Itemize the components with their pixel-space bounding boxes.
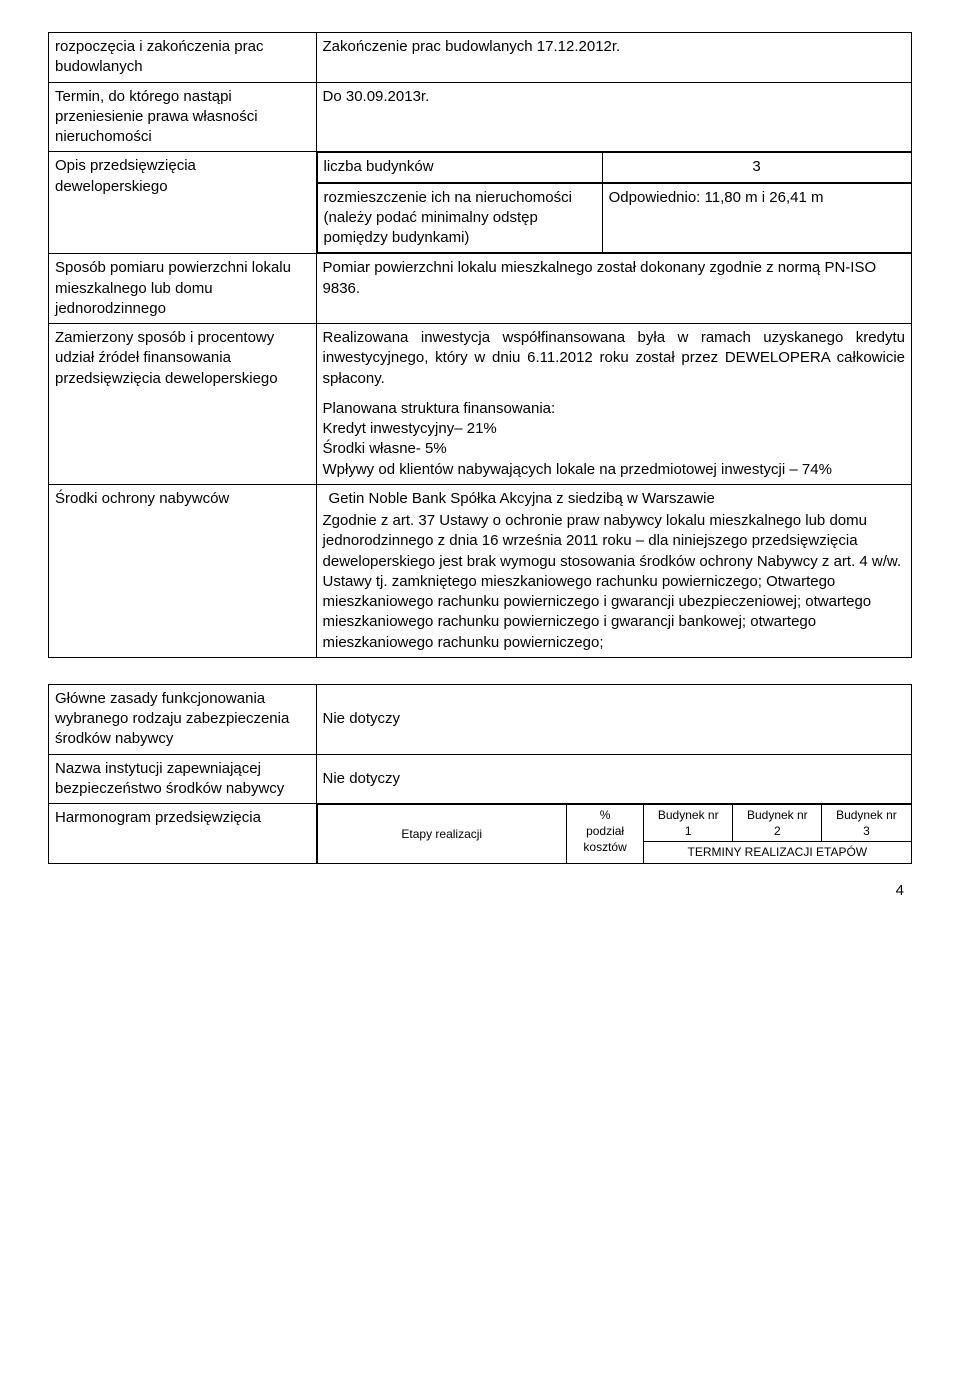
cell-value: Getin Noble Bank Spółka Akcyjna z siedzi…	[316, 484, 911, 657]
row-ownership-transfer-deadline: Termin, do którego nastąpi przeniesienie…	[49, 82, 912, 152]
cell-label: Główne zasady funkcjonowania wybranego r…	[49, 684, 317, 754]
text: Budynek nr	[658, 808, 719, 822]
cell-value: Nie dotyczy	[316, 754, 911, 804]
prospectus-table-upper: rozpoczęcia i zakończenia prac budowlany…	[48, 32, 912, 658]
cell-value: Realizowana inwestycja współfinansowana …	[316, 324, 911, 485]
financing-client-inflows: Wpływy od klientów nabywających lokale n…	[323, 460, 905, 480]
row-construction-end: rozpoczęcia i zakończenia prac budowlany…	[49, 33, 912, 83]
row-schedule: Harmonogram przedsięwzięcia Etapy realiz…	[49, 804, 912, 864]
inner-value-spacing: Odpowiednio: 11,80 m i 26,41 m	[602, 183, 911, 253]
row-buyer-protection: Środki ochrony nabywców Getin Noble Bank…	[49, 484, 912, 657]
etapy-header-cost-share: % podział kosztów	[566, 805, 643, 864]
cell-value: Pomiar powierzchni lokalu mieszkalnego z…	[316, 254, 911, 324]
row-financing-sources: Zamierzony sposób i procentowy udział źr…	[49, 324, 912, 485]
text: 3	[863, 824, 870, 838]
cell-value: Nie dotyczy	[316, 684, 911, 754]
etapy-header-stages: Etapy realizacji	[317, 805, 566, 864]
cell-schedule-wrap: Etapy realizacji % podział kosztów Budyn…	[316, 804, 911, 864]
text: %	[600, 808, 611, 822]
cell-inner-wrap: rozmieszczenie ich na nieruchomości (nal…	[316, 183, 911, 254]
page-number: 4	[48, 864, 912, 899]
row-area-measurement: Sposób pomiaru powierzchni lokalu mieszk…	[49, 254, 912, 324]
text: Budynek nr	[836, 808, 897, 822]
text: 1	[685, 824, 692, 838]
financing-credit: Kredyt inwestycyjny– 21%	[323, 419, 905, 439]
bank-name: Getin Noble Bank Spółka Akcyjna z siedzi…	[323, 489, 905, 509]
cell-label: Termin, do którego nastąpi przeniesienie…	[49, 82, 317, 152]
inner-table-spacing: rozmieszczenie ich na nieruchomości (nal…	[317, 183, 912, 254]
cell-label: Harmonogram przedsięwzięcia	[49, 804, 317, 864]
etapy-header-b3: Budynek nr 3	[822, 805, 911, 842]
etapy-header-b1: Budynek nr 1	[644, 805, 733, 842]
text: Budynek nr	[747, 808, 808, 822]
text: 2	[774, 824, 781, 838]
cell-label: Środki ochrony nabywców	[49, 484, 317, 657]
inner-label-spacing: rozmieszczenie ich na nieruchomości (nal…	[317, 183, 602, 253]
inner-table-buildings: liczba budynków 3	[317, 152, 912, 182]
cell-label: rozpoczęcia i zakończenia prac budowlany…	[49, 33, 317, 83]
cell-label: Zamierzony sposób i procentowy udział źr…	[49, 324, 317, 485]
cell-inner-wrap: liczba budynków 3	[316, 152, 911, 183]
text: podział	[586, 824, 624, 838]
buyer-protection-text: Zgodnie z art. 37 Ustawy o ochronie praw…	[323, 511, 905, 653]
etapy-header-b2: Budynek nr 2	[733, 805, 822, 842]
financing-para-1: Realizowana inwestycja współfinansowana …	[323, 328, 905, 389]
inner-label-building-count: liczba budynków	[317, 153, 602, 182]
cell-value: Do 30.09.2013r.	[316, 82, 911, 152]
cell-label: Opis przedsięwzięcia deweloperskiego	[49, 152, 317, 254]
prospectus-table-lower: Główne zasady funkcjonowania wybranego r…	[48, 684, 912, 864]
inner-value-building-count: 3	[602, 153, 911, 182]
row-guarantee-institution: Nazwa instytucji zapewniającej bezpiecze…	[49, 754, 912, 804]
table-gap	[48, 658, 912, 684]
etapy-footer-terms: TERMINY REALIZACJI ETAPÓW	[644, 842, 911, 863]
cell-label: Sposób pomiaru powierzchni lokalu mieszk…	[49, 254, 317, 324]
text: kosztów	[583, 840, 626, 854]
row-project-description: Opis przedsięwzięcia deweloperskiego lic…	[49, 152, 912, 183]
cell-label: Nazwa instytucji zapewniającej bezpiecze…	[49, 754, 317, 804]
row-protection-principles: Główne zasady funkcjonowania wybranego r…	[49, 684, 912, 754]
schedule-table: Etapy realizacji % podział kosztów Budyn…	[317, 804, 912, 864]
financing-structure-heading: Planowana struktura finansowania:	[323, 399, 905, 419]
financing-own-funds: Środki własne- 5%	[323, 439, 905, 459]
cell-value: Zakończenie prac budowlanych 17.12.2012r…	[316, 33, 911, 83]
